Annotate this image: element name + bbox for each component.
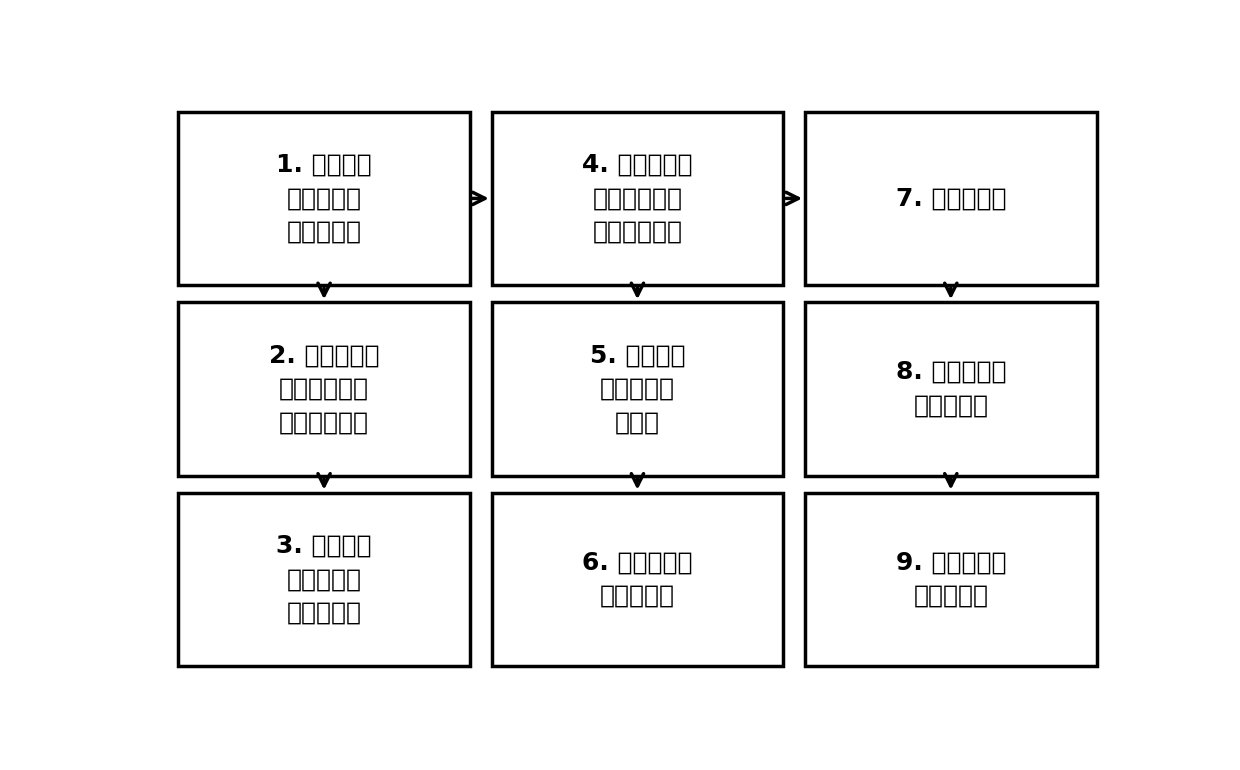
Text: 1. 采用化学
气相沉积制
备二硫化钼: 1. 采用化学 气相沉积制 备二硫化钼 — [277, 153, 372, 244]
Bar — [805, 302, 1096, 476]
Bar — [491, 302, 784, 476]
Text: 3. 采用化学
气相沉积制
备二硫化钨: 3. 采用化学 气相沉积制 备二硫化钨 — [277, 534, 372, 624]
Text: 5. 将二硒化
钨转移至基
底表面: 5. 将二硒化 钨转移至基 底表面 — [590, 343, 686, 434]
Bar — [805, 493, 1096, 666]
Bar — [179, 493, 470, 666]
Bar — [491, 112, 784, 285]
Bar — [179, 302, 470, 476]
Bar — [179, 112, 470, 285]
Bar — [805, 112, 1096, 285]
Text: 8. 通过剥离形
成金属电极: 8. 通过剥离形 成金属电极 — [895, 360, 1006, 417]
Text: 9. 修饰抗体与
牛血清蛋白: 9. 修饰抗体与 牛血清蛋白 — [895, 551, 1006, 608]
Text: 2. 通过光刻，
干法刻蚀使二
硫化钼图形化: 2. 通过光刻， 干法刻蚀使二 硫化钼图形化 — [269, 343, 379, 434]
Text: 6. 通过光刻形
成电极形状: 6. 通过光刻形 成电极形状 — [583, 551, 693, 608]
Bar — [491, 493, 784, 666]
Text: 7. 沉积金属层: 7. 沉积金属层 — [895, 186, 1006, 210]
Text: 4. 通过光刻，
干法刻蚀使二
硒化钨图形化: 4. 通过光刻， 干法刻蚀使二 硒化钨图形化 — [583, 153, 693, 244]
